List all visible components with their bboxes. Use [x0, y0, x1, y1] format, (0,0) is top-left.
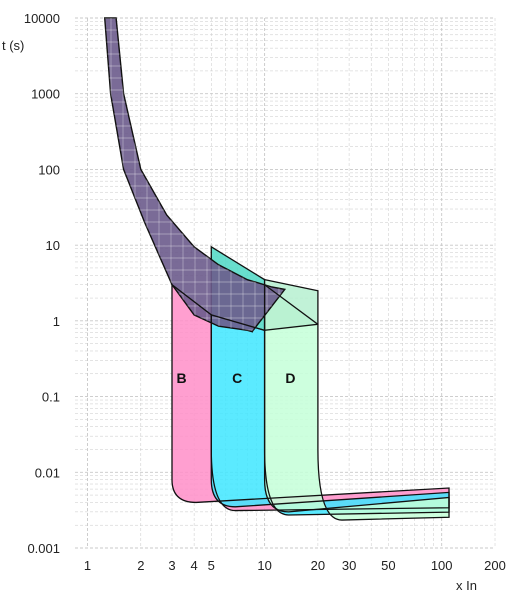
- band-label-b: B: [177, 370, 187, 386]
- band-label-c: C: [232, 370, 242, 386]
- y-tick-label: 0.01: [35, 465, 60, 480]
- y-tick-label: 0.001: [27, 541, 60, 556]
- x-tick-label: 50: [381, 558, 395, 573]
- band-c: [211, 314, 450, 515]
- labels: 1 2 3 4 5 10 20 30 50 100 200 0.001 0.01 0.1 1 10 100 100…: [24, 11, 506, 573]
- x-tick-label: 20: [311, 558, 325, 573]
- x-tick-label: 3: [168, 558, 175, 573]
- band-outline-c: [210, 313, 450, 516]
- x-tick-label: 30: [342, 558, 356, 573]
- outlines: [171, 283, 450, 521]
- y-tick-label: 10000: [24, 11, 60, 26]
- band-thermal: [103, 17, 287, 333]
- y-tick-label: 1000: [31, 87, 60, 102]
- y-tick-label: 0.1: [42, 390, 60, 405]
- band-label-d: D: [285, 370, 295, 386]
- x-tick-label: 2: [137, 558, 144, 573]
- y-axis-title: t (s): [2, 38, 24, 53]
- x-axis-title: x In: [456, 578, 477, 593]
- x-tick-label: 10: [257, 558, 271, 573]
- band-outline-b: [171, 283, 450, 512]
- x-tick-label: 200: [484, 558, 506, 573]
- x-tick-label: 4: [191, 558, 198, 573]
- bands: [103, 17, 450, 521]
- x-tick-label: 5: [208, 558, 215, 573]
- y-tick-label: 100: [38, 162, 60, 177]
- y-tick-label: 10: [46, 238, 60, 253]
- x-tick-label: 100: [431, 558, 453, 573]
- band-outline-d: [263, 283, 450, 521]
- y-tick-label: 1: [53, 314, 60, 329]
- x-tick-label: 1: [84, 558, 91, 573]
- band-d: [264, 284, 450, 521]
